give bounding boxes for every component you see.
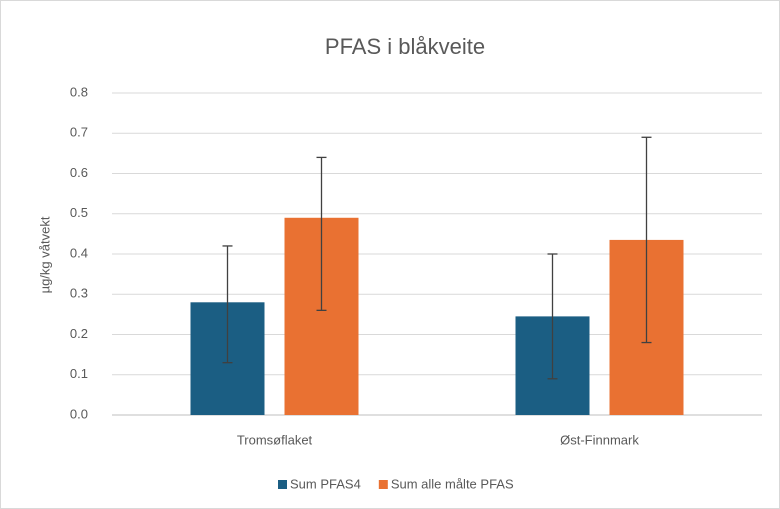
y-tick-label: 0.1: [70, 366, 88, 381]
y-tick-label: 0.2: [70, 326, 88, 341]
legend-swatch: [278, 480, 287, 489]
y-tick-label: 0.6: [70, 165, 88, 180]
y-tick-label: 0.8: [70, 84, 88, 99]
y-tick-label: 0.3: [70, 286, 88, 301]
y-axis-label: µg/kg våtvekt: [37, 216, 52, 293]
y-tick-label: 0.4: [70, 245, 88, 260]
x-tick-label: Tromsøflaket: [237, 432, 313, 447]
chart-title: PFAS i blåkveite: [325, 34, 485, 59]
x-tick-label: Øst-Finnmark: [560, 432, 639, 447]
legend-label: Sum alle målte PFAS: [391, 476, 514, 491]
legend-label: Sum PFAS4: [290, 476, 361, 491]
legend-swatch: [378, 480, 388, 489]
y-tick-label: 0.5: [70, 205, 88, 220]
y-tick-label: 0.7: [70, 125, 88, 140]
y-tick-label: 0.0: [70, 406, 88, 421]
